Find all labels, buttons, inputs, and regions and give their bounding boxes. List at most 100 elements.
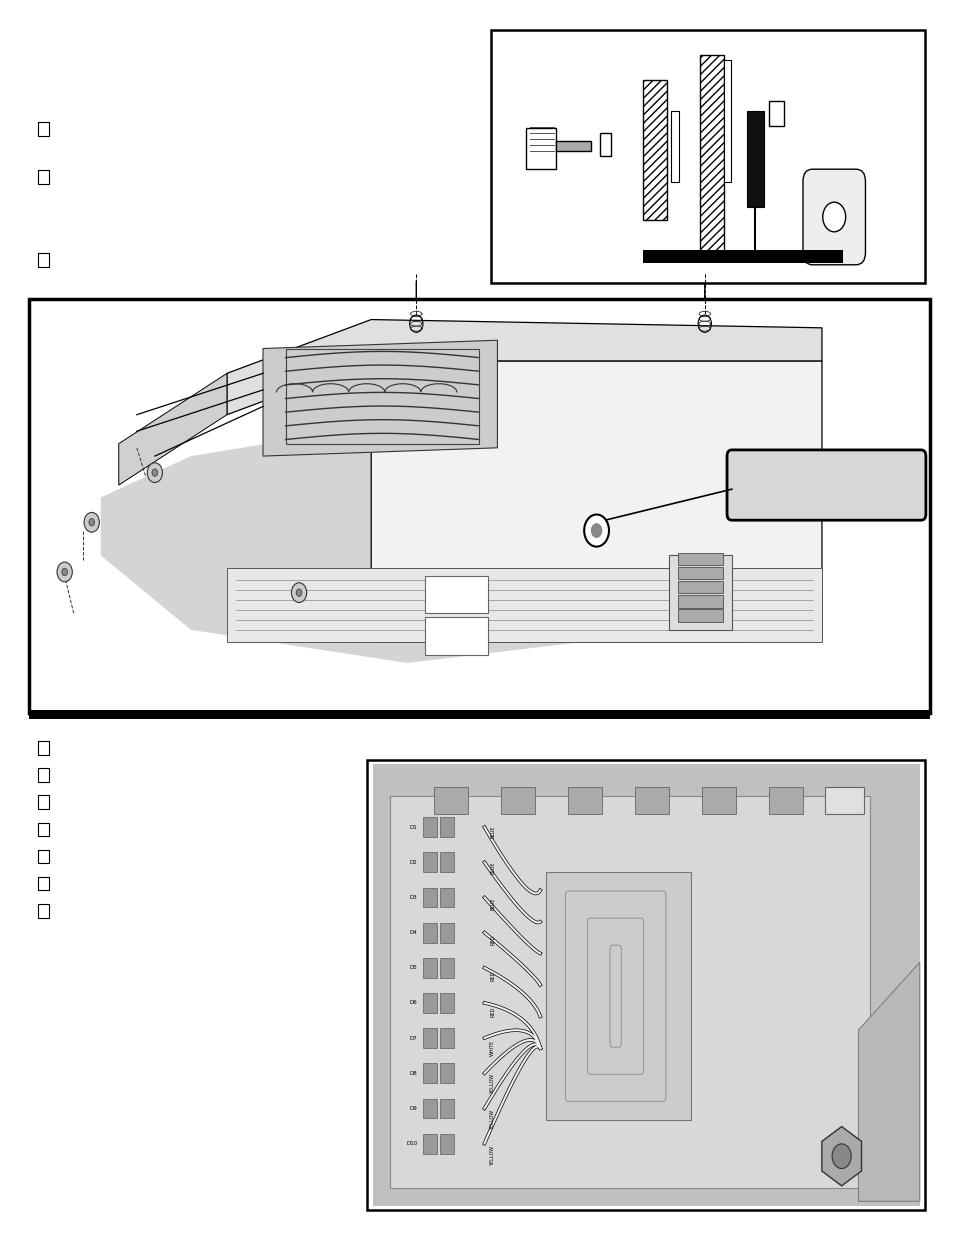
Bar: [701, 787, 735, 814]
Bar: [38, 122, 49, 136]
Text: WHITE: WHITE: [490, 1040, 495, 1056]
Bar: [642, 249, 842, 263]
Bar: [439, 1029, 454, 1049]
Bar: [677, 567, 722, 579]
Text: D7: D7: [410, 1036, 417, 1041]
Text: D4: D4: [410, 930, 417, 935]
Bar: [422, 1029, 436, 1049]
Text: D3: D3: [410, 895, 417, 900]
Bar: [635, 787, 668, 814]
Polygon shape: [263, 340, 497, 456]
Bar: [699, 54, 722, 258]
FancyBboxPatch shape: [726, 450, 925, 520]
Bar: [768, 100, 783, 126]
Bar: [38, 877, 49, 890]
Bar: [38, 170, 49, 184]
Bar: [425, 618, 488, 655]
Bar: [525, 128, 556, 169]
Bar: [545, 872, 690, 1120]
Bar: [439, 888, 454, 908]
Circle shape: [583, 515, 608, 547]
Bar: [824, 787, 863, 814]
Bar: [38, 741, 49, 755]
Polygon shape: [118, 373, 227, 485]
Bar: [439, 958, 454, 978]
Bar: [677, 580, 722, 594]
Bar: [768, 787, 801, 814]
Circle shape: [152, 469, 157, 477]
Polygon shape: [227, 568, 821, 642]
Text: RED: RED: [490, 1007, 495, 1018]
Bar: [439, 1063, 454, 1083]
Bar: [422, 958, 436, 978]
Text: D10: D10: [406, 1141, 417, 1146]
Bar: [671, 111, 679, 182]
Bar: [422, 923, 436, 942]
Circle shape: [831, 1144, 850, 1168]
Text: BLUE: BLUE: [490, 825, 495, 837]
Bar: [425, 576, 488, 614]
Bar: [422, 993, 436, 1013]
Bar: [422, 1063, 436, 1083]
Text: BLUE: BLUE: [490, 898, 495, 910]
Polygon shape: [371, 361, 821, 642]
Text: D5: D5: [410, 966, 417, 971]
Circle shape: [84, 513, 99, 532]
Circle shape: [821, 203, 844, 232]
Text: D8: D8: [410, 1071, 417, 1076]
Circle shape: [590, 524, 601, 538]
Bar: [500, 787, 534, 814]
Bar: [677, 609, 722, 621]
Text: YELLOW: YELLOW: [490, 1146, 495, 1166]
Bar: [38, 823, 49, 836]
Circle shape: [89, 519, 94, 526]
Bar: [439, 1134, 454, 1153]
Bar: [439, 993, 454, 1013]
Bar: [642, 80, 666, 220]
Circle shape: [295, 589, 301, 597]
Circle shape: [62, 568, 68, 576]
FancyBboxPatch shape: [802, 169, 864, 264]
Circle shape: [291, 583, 307, 603]
Bar: [29, 299, 929, 713]
Polygon shape: [101, 431, 677, 663]
Bar: [677, 595, 722, 608]
Text: D9: D9: [410, 1105, 417, 1112]
Bar: [29, 710, 929, 719]
Bar: [439, 1098, 454, 1119]
Bar: [422, 1134, 436, 1153]
Bar: [373, 764, 919, 1205]
Bar: [668, 556, 731, 630]
Bar: [38, 850, 49, 863]
Bar: [434, 787, 467, 814]
Bar: [491, 30, 924, 283]
Bar: [422, 852, 436, 872]
Bar: [389, 795, 869, 1188]
Text: D6: D6: [410, 1000, 417, 1005]
Bar: [422, 888, 436, 908]
Bar: [599, 133, 610, 157]
Circle shape: [147, 463, 162, 483]
Bar: [285, 348, 478, 443]
Text: YELLOW: YELLOW: [490, 1074, 495, 1094]
Bar: [556, 141, 591, 151]
Bar: [367, 760, 924, 1210]
Polygon shape: [227, 320, 821, 415]
Bar: [439, 852, 454, 872]
Bar: [677, 553, 722, 566]
Bar: [38, 904, 49, 918]
Bar: [422, 1098, 436, 1119]
Bar: [568, 787, 601, 814]
Bar: [439, 923, 454, 942]
Bar: [746, 111, 763, 206]
Text: D1: D1: [410, 825, 417, 830]
Bar: [439, 818, 454, 837]
Polygon shape: [858, 962, 919, 1202]
Text: YELLOW: YELLOW: [490, 1110, 495, 1130]
Circle shape: [57, 562, 72, 582]
Bar: [38, 253, 49, 267]
Bar: [722, 61, 731, 182]
Bar: [38, 795, 49, 809]
Bar: [422, 818, 436, 837]
Text: RED: RED: [490, 935, 495, 945]
